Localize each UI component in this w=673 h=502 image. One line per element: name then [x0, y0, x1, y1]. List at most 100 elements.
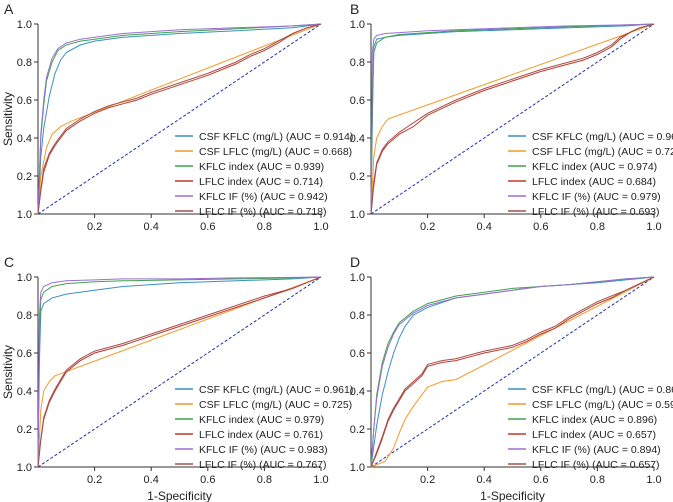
roc-line-csf-lflc [37, 23, 322, 215]
legend-entry: KFLC index (AUC = 0.974) [532, 161, 657, 173]
y-tick-label: 1.0 [17, 462, 32, 474]
y-tick-label: 0.8 [350, 310, 365, 322]
y-tick-label: 0.4 [17, 133, 32, 145]
y-axis-title: Sensitivity [1, 345, 15, 399]
y-tick-label: 1.0 [17, 19, 32, 31]
legend-entry: CSF LFLC (mg/L) (AUC = 0.668) [199, 146, 352, 158]
y-tick-label: 1.0 [350, 19, 365, 31]
legend-entry: CSF LFLC (mg/L) (AUC = 0.592) [532, 399, 673, 411]
y-tick-label: 0.2 [350, 424, 365, 436]
x-tick-label: 0.6 [533, 474, 548, 486]
legend-entry: KFLC IF (%) (AUC = 0.983) [199, 444, 328, 456]
legend: CSF KFLC (mg/L) (AUC = 0.865) CSF LFLC (m… [508, 384, 673, 471]
roc-line-lflc-if [37, 23, 322, 215]
y-tick-label: 0.8 [17, 57, 32, 69]
x-tick-label: 0.6 [200, 221, 215, 233]
legend-entry: CSF KFLC (mg/L) (AUC = 0.961) [199, 384, 353, 396]
legend-entry: CSF LFLC (mg/L) (AUC = 0.725) [199, 399, 352, 411]
legend-entry: LFLC IF (%) (AUC = 0.693) [532, 206, 660, 218]
y-tick-label: 0.6 [17, 348, 32, 360]
reference-diagonal [370, 23, 655, 215]
legend-entry: KFLC index (AUC = 0.896) [532, 414, 657, 426]
legend-entry: CSF KFLC (mg/L) (AUC = 0.865) [532, 384, 673, 396]
x-tick-label: 0.4 [144, 221, 159, 233]
legend: CSF KFLC (mg/L) (AUC = 0.961) CSF LFLC (m… [175, 384, 353, 471]
y-tick-label: 0.8 [17, 310, 32, 322]
roc-line-lflc-index [37, 23, 322, 215]
roc-line-kflc-if [370, 23, 655, 215]
roc-line-kflc-index [37, 23, 322, 215]
y-tick-label: 0.6 [350, 95, 365, 107]
x-tick-label: 0.6 [533, 221, 548, 233]
legend-entry: KFLC IF (%) (AUC = 0.894) [532, 444, 661, 456]
y-tick-label: 0.2 [17, 171, 32, 183]
legend-entry: LFLC index (AUC = 0.761) [199, 429, 323, 441]
x-tick-label: 0.4 [144, 474, 159, 486]
panel-letter: C [4, 254, 14, 270]
roc-line-kflc-if [37, 23, 322, 215]
x-tick-label: 1.0 [313, 474, 328, 486]
x-tick-label: 0.8 [257, 221, 272, 233]
y-tick-label: 0.6 [350, 348, 365, 360]
legend-entry: KFLC index (AUC = 0.979) [199, 414, 324, 426]
y-tick-label: 1.0 [17, 272, 32, 284]
roc-line-csf-kflc [37, 276, 322, 468]
x-tick-label: 0.8 [257, 474, 272, 486]
panel-letter: A [4, 1, 14, 17]
roc-line-kflc-if [37, 276, 322, 468]
legend-entry: KFLC index (AUC = 0.939) [199, 161, 324, 173]
legend-entry: CSF KFLC (mg/L) (AUC = 0.969) [532, 131, 673, 143]
roc-line-lflc-if [37, 276, 322, 468]
legend: CSF KFLC (mg/L) (AUC = 0.914) CSF LFLC (m… [175, 131, 353, 218]
x-tick-label: 0.2 [420, 474, 435, 486]
y-axis-title: Sensitivity [1, 92, 15, 146]
y-tick-label: 1.0 [350, 462, 365, 474]
roc-line-csf-kflc [37, 23, 322, 215]
legend-entry: KFLC IF (%) (AUC = 0.942) [199, 191, 328, 203]
y-tick-label: 0.4 [350, 133, 365, 145]
x-tick-label: 0.8 [590, 221, 605, 233]
panel-b: B 1.0 0.2 0.4 0.6 0.8 1.0 0.2 0.4 0.6 0.8 1.0 CSF KF… [350, 1, 673, 233]
roc-line-lflc-index [37, 276, 322, 468]
x-tick-label: 1.0 [646, 221, 661, 233]
roc-line-csf-lflc [37, 276, 322, 468]
panel-d: D 1.0 0.2 0.4 0.6 0.8 1.0 0.2 0.4 0.6 0.8 1.0 1-Spec… [350, 254, 673, 502]
roc-line-csf-lflc [370, 23, 655, 215]
y-tick-label: 0.2 [350, 171, 365, 183]
x-tick-label: 0.2 [420, 221, 435, 233]
legend-entry: KFLC IF (%) (AUC = 0.979) [532, 191, 661, 203]
panel-a: A1.00.20.40.60.81.00.2 0.4 0.6 0.8 1.0Sensit… [1, 1, 353, 233]
x-tick-label: 0.2 [87, 221, 102, 233]
y-tick-label: 1.0 [350, 272, 365, 284]
y-tick-label: 1.0 [17, 209, 32, 221]
y-tick-label: 0.4 [350, 386, 365, 398]
panel-c: C1.00.20.40.60.81.00.2 0.4 0.6 0.8 1.0Sensit… [1, 254, 353, 502]
legend-entry: CSF KFLC (mg/L) (AUC = 0.914) [199, 131, 353, 143]
roc-line-kflc-index [370, 23, 655, 215]
reference-diagonal [37, 276, 322, 468]
x-axis-title: 1-Specificity [147, 489, 212, 502]
legend-entry: LFLC index (AUC = 0.684) [532, 176, 656, 188]
x-tick-label: 1.0 [313, 221, 328, 233]
roc-line-lflc-if [370, 276, 655, 468]
reference-diagonal [37, 23, 322, 215]
roc-line-lflc-if [370, 23, 655, 215]
y-tick-label: 0.2 [17, 424, 32, 436]
roc-line-csf-lflc [370, 276, 655, 468]
x-axis-title: 1-Specificity [480, 489, 545, 502]
x-tick-label: 0.4 [477, 474, 492, 486]
reference-diagonal [370, 276, 655, 468]
roc-line-lflc-index [370, 276, 655, 468]
x-tick-label: 1.0 [646, 474, 661, 486]
y-tick-label: 1.0 [350, 209, 365, 221]
roc-line-lflc-index [370, 23, 655, 215]
legend-entry: LFLC index (AUC = 0.657) [532, 429, 656, 441]
roc-line-kflc-index [37, 276, 322, 468]
legend: CSF KFLC (mg/L) (AUC = 0.969) CSF LFLC (m… [508, 131, 673, 218]
legend-entry: CSF LFLC (mg/L) (AUC = 0.720) [532, 146, 673, 158]
x-tick-label: 0.2 [87, 474, 102, 486]
legend-entry: LFLC IF (%) (AUC = 0.767) [199, 459, 327, 471]
y-tick-label: 0.6 [17, 95, 32, 107]
roc-line-kflc-if [370, 276, 655, 468]
